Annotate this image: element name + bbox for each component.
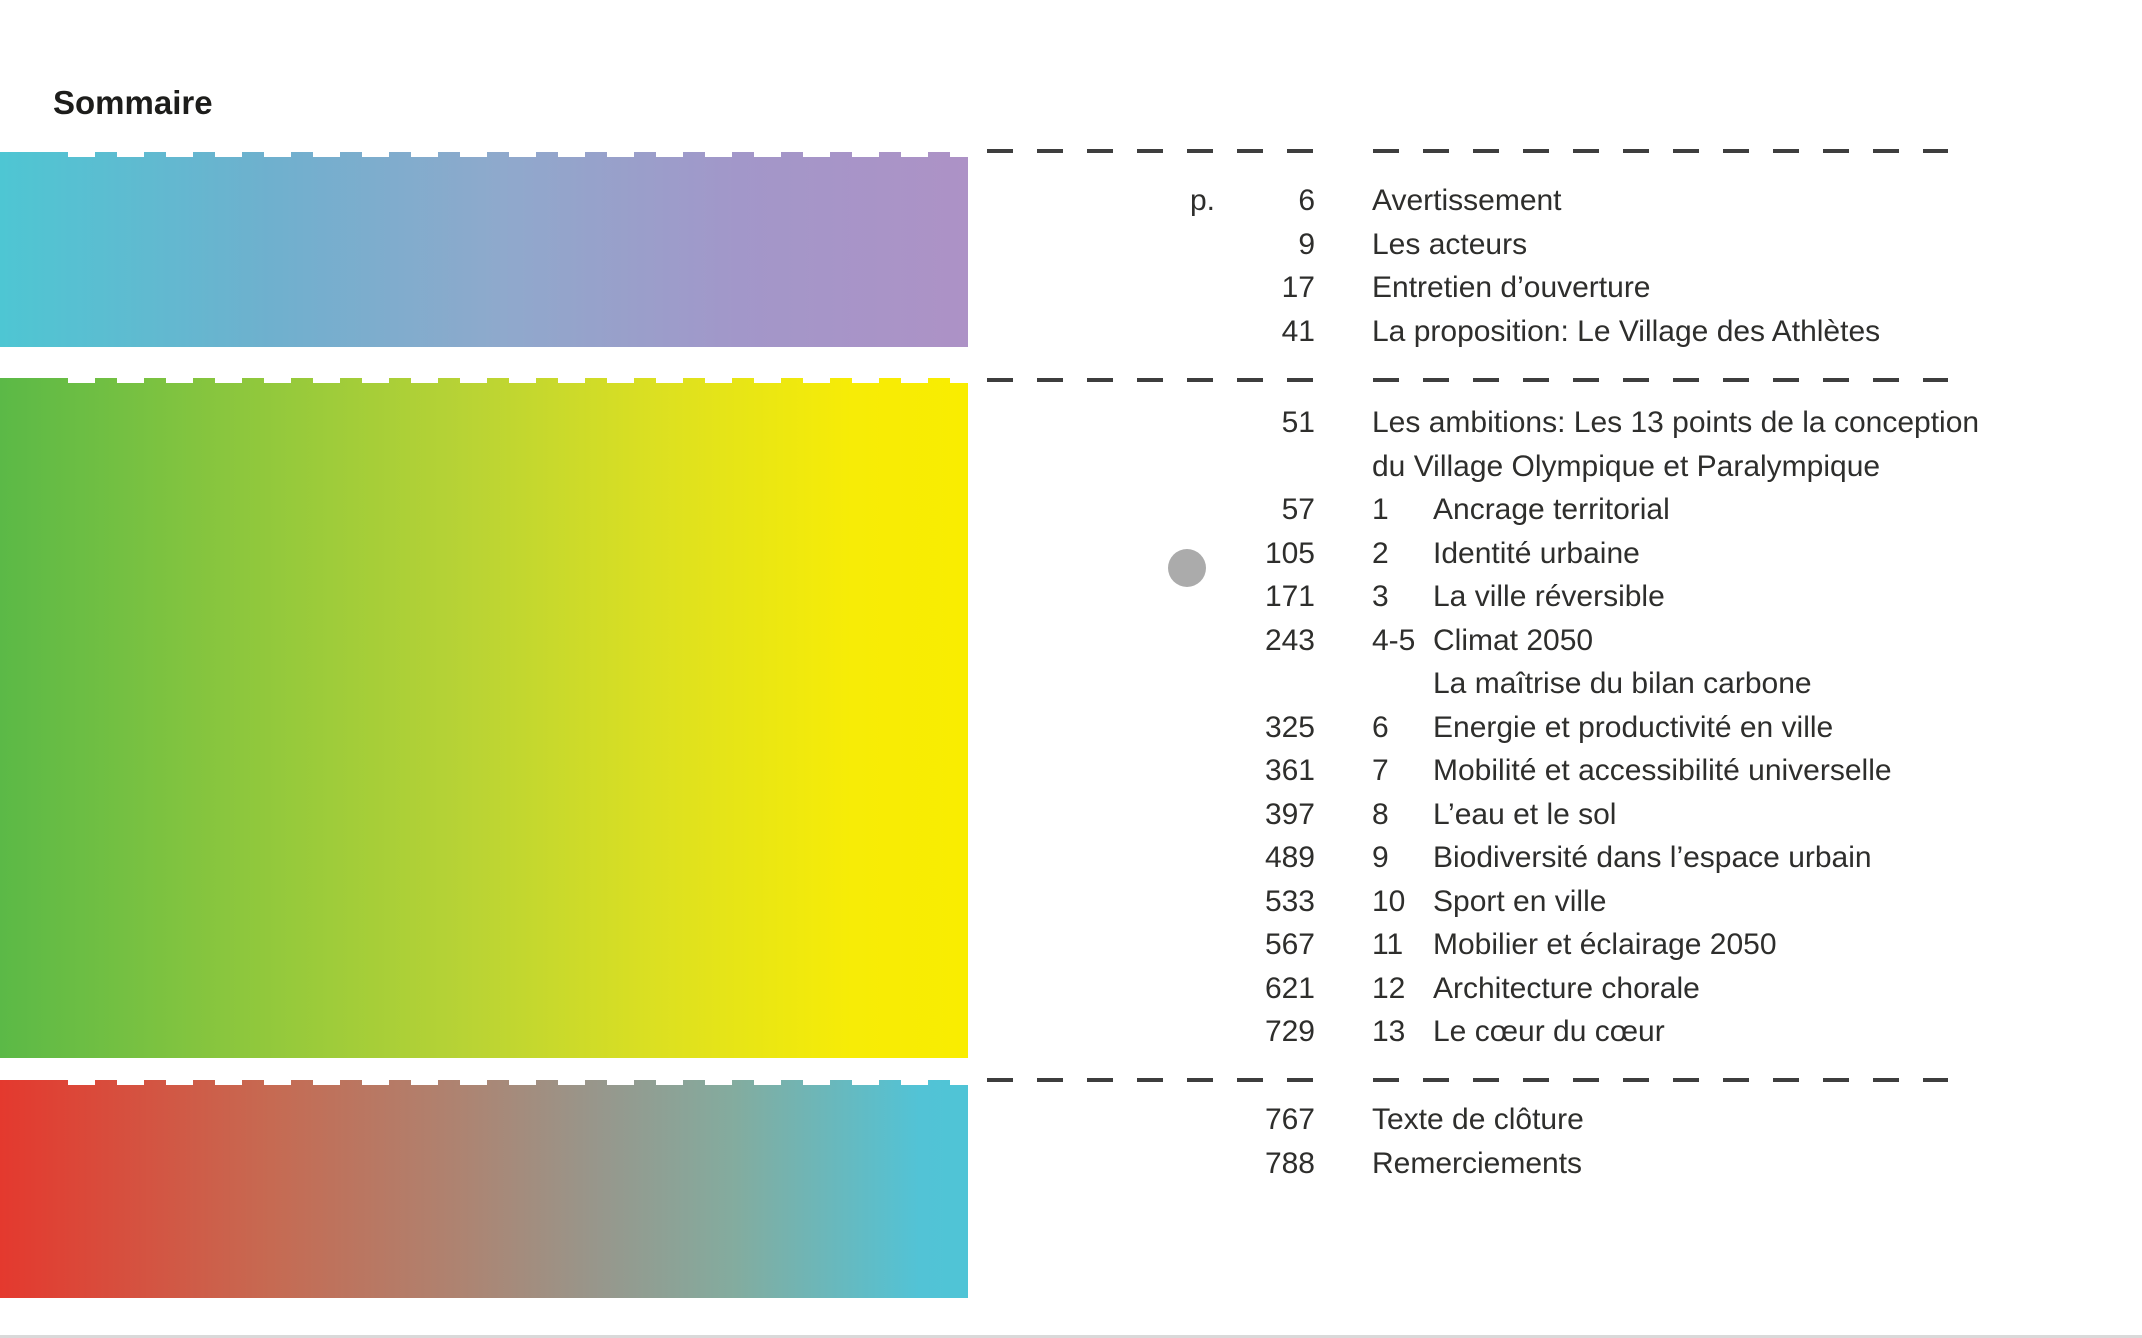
dashed-separator [987,1078,1315,1082]
toc-row-continuation: du Village Olympique et Paralympique [1190,445,2090,489]
gradient-bar-red-cyan [0,1080,968,1298]
toc-entry-title: Mobilier et éclairage 2050 [1433,928,1777,961]
toc-entry-title: Biodiversité dans l’espace urbain [1433,841,1872,874]
dashed-separator [1373,378,1948,382]
bottom-hairline [0,1335,2142,1338]
toc-chapter-number: 1 [1372,493,1389,526]
dashed-separator [987,378,1315,382]
toc-entry-title: La ville réversible [1433,580,1665,613]
toc-row: 51 Les ambitions: Les 13 points de la con… [1190,401,2090,445]
toc-page-number: 17 [1281,271,1315,304]
toc-row: 397 8 L’eau et le sol [1190,793,2090,837]
toc-chapter-number: 13 [1372,1015,1406,1048]
perforation-notches [68,1080,968,1085]
toc-page-number: 243 [1264,623,1315,657]
perforation-notches [68,378,968,383]
toc-chapter-number: 7 [1372,754,1389,787]
gradient-bar-cyan-purple [0,152,968,347]
toc-row: 729 13 Le cœur du cœur [1190,1010,2090,1054]
toc-entry-title: Architecture chorale [1433,971,1700,1005]
toc-page-number: 361 [1264,754,1315,787]
toc-page-number: 729 [1264,1015,1315,1048]
toc-chapter-number: 9 [1372,841,1389,874]
toc-chapter-number: 4-5 [1372,623,1416,657]
toc-page-number: 788 [1264,1146,1315,1180]
toc-row: 489 9 Biodiversité dans l’espace urbain [1190,836,2090,880]
toc-page-number: 41 [1281,314,1315,348]
toc-row: 361 7 Mobilité et accessibilité universell… [1190,749,2090,793]
toc-row: 325 6 Energie et productivité en ville [1190,706,2090,750]
toc-row: 567 11 Mobilier et éclairage 2050 [1190,923,2090,967]
toc-page-number: 567 [1264,928,1315,961]
toc-entry-title: Entretien d’ouverture [1372,271,1651,304]
dashed-separator [1373,1078,1948,1082]
toc-page-number: 397 [1264,797,1315,831]
toc-entry-title: du Village Olympique et Paralympique [1372,449,1881,483]
page-title: Sommaire [53,84,213,121]
toc-entry-title: Les ambitions: Les 13 points de la conce… [1372,406,1980,439]
toc-page-number: 325 [1264,710,1315,744]
toc-entry-title: Identité urbaine [1433,536,1640,570]
toc-entry-title: La proposition: Le Village des Athlètes [1372,314,1881,348]
toc-page-number: 533 [1264,884,1315,918]
toc-group-ambitions: 51 Les ambitions: Les 13 points de la con… [1190,401,2090,1054]
toc-row: 17 Entretien d’ouverture [1190,266,2090,310]
toc-entry-title: Climat 2050 [1433,623,1594,657]
toc-row: 171 3 La ville réversible [1190,575,2090,619]
dashed-separator [1373,149,1948,153]
toc-entry-title: Ancrage territorial [1433,493,1670,526]
toc-entry-title: Les acteurs [1372,227,1528,261]
toc-page-number: 6 [1298,184,1315,217]
dashed-separator [987,149,1315,153]
toc-page-number: 767 [1264,1103,1315,1136]
marker-dot [1168,549,1206,587]
gradient-bar-green-yellow [0,378,968,1058]
toc-row: 621 12 Architecture chorale [1190,967,2090,1011]
toc-entry-title: Remerciements [1372,1146,1583,1180]
toc-row: 9 Les acteurs [1190,223,2090,267]
toc-page-number: 489 [1264,841,1315,874]
toc-entry-title: Sport en ville [1433,884,1607,918]
toc-row: 788 Remerciements [1190,1142,2090,1186]
toc-page-number: 57 [1281,493,1315,526]
toc-entry-title: L’eau et le sol [1433,797,1617,831]
toc-row: 6 Avertissement [1190,179,2090,223]
toc-entry-title: La maîtrise du bilan carbone [1433,667,1812,700]
toc-group-front: 6 Avertissement 9 Les acteurs 17 Entretien … [1190,179,2090,353]
page-abbrev-label: p. [1190,184,1216,217]
toc-row: 41 La proposition: Le Village des Athlète… [1190,310,2090,354]
toc-chapter-number: 2 [1372,536,1389,570]
toc-row-continuation: La maîtrise du bilan carbone [1190,662,2090,706]
toc-chapter-number: 11 [1372,928,1404,961]
toc-row: 57 1 Ancrage territorial [1190,488,2090,532]
toc-row: 243 4-5 Climat 2050 [1190,619,2090,663]
toc-row: 767 Texte de clôture [1190,1098,2090,1142]
toc-entry-title: Energie et productivité en ville [1433,710,1834,744]
toc-page-number: 9 [1298,227,1315,261]
toc-entry-title: Mobilité et accessibilité universelle [1433,754,1892,787]
toc-page-number: 171 [1264,580,1315,613]
toc-page-number: 51 [1281,406,1315,439]
toc-page-number: 105 [1264,536,1315,570]
toc-group-back: 767 Texte de clôture 788 Remerciements [1190,1098,2090,1185]
toc-page-number: 621 [1264,971,1315,1005]
toc-chapter-number: 12 [1372,971,1406,1005]
toc-row: 533 10 Sport en ville [1190,880,2090,924]
toc-entry-title: Avertissement [1372,184,1562,217]
toc-chapter-number: 10 [1372,884,1406,918]
toc-chapter-number: 3 [1372,580,1389,613]
toc-entry-title: Le cœur du cœur [1433,1015,1665,1048]
toc-chapter-number: 6 [1372,710,1389,744]
toc-chapter-number: 8 [1372,797,1389,831]
toc-row: 105 2 Identité urbaine [1190,532,2090,576]
toc-entry-title: Texte de clôture [1372,1103,1584,1136]
perforation-notches [68,152,968,157]
